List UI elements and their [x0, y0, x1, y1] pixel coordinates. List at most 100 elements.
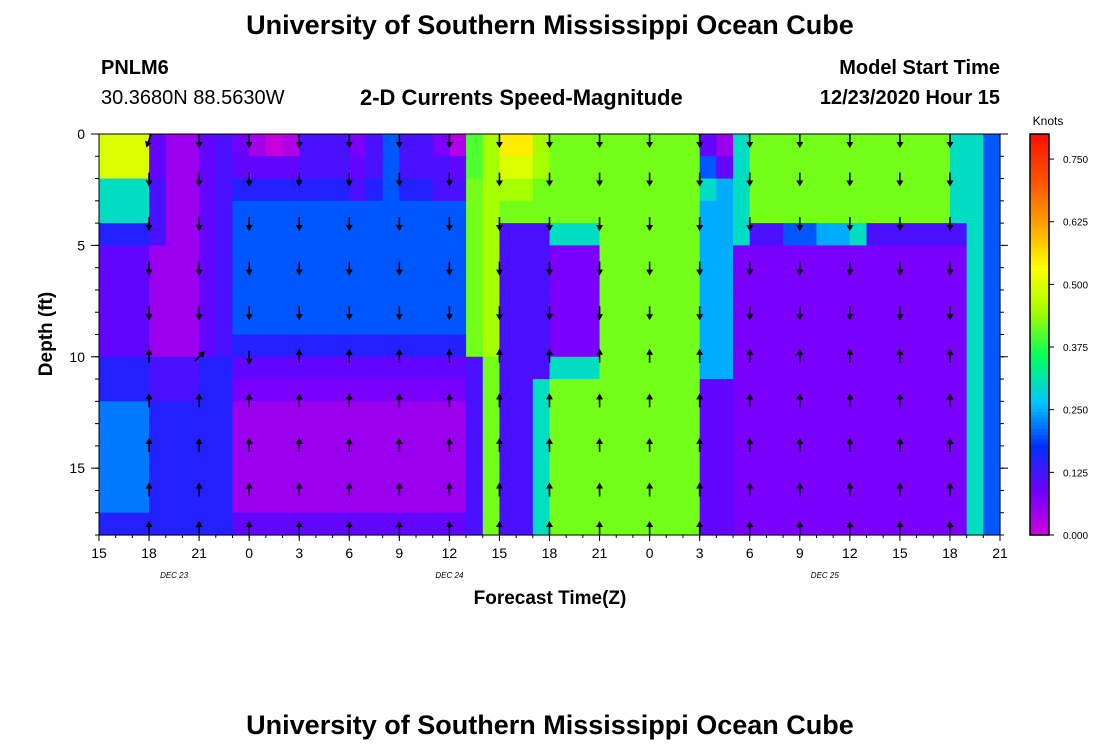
colorbar-segment — [1030, 334, 1049, 339]
x-tick-label: 21 — [592, 545, 608, 561]
heatmap-cell — [265, 156, 284, 180]
current-arrow — [596, 306, 604, 321]
heatmap-cell — [165, 445, 184, 469]
heatmap-cell — [516, 445, 534, 469]
colorbar-segment — [1030, 331, 1049, 336]
heatmap-cell — [416, 200, 434, 224]
current-arrow — [245, 217, 253, 232]
current-arrow — [395, 134, 403, 148]
heatmap-cell — [649, 445, 667, 469]
colorbar-segment — [1030, 314, 1049, 319]
current-arrow — [946, 306, 954, 321]
heatmap-cell — [733, 401, 751, 425]
heatmap-cell — [365, 423, 384, 447]
heatmap-cell — [432, 134, 450, 157]
current-arrow — [546, 217, 553, 232]
heatmap-cell — [365, 512, 384, 536]
heatmap-cell — [933, 490, 951, 514]
heatmap-cell — [716, 134, 734, 157]
current-arrow — [696, 261, 704, 276]
heatmap-cell — [783, 223, 801, 246]
heatmap-cell — [799, 356, 818, 380]
heatmap-cell — [699, 312, 717, 336]
heatmap-cell — [382, 223, 400, 246]
heatmap-cell — [282, 379, 300, 402]
heatmap-cell — [99, 490, 117, 514]
heatmap-cell — [616, 490, 634, 514]
heatmap-cell — [215, 178, 234, 202]
current-arrow — [646, 134, 654, 148]
heatmap-cell — [766, 312, 784, 336]
heatmap-cell — [149, 445, 167, 469]
heatmap-cell — [949, 156, 968, 180]
current-arrow — [395, 393, 403, 408]
current-arrow — [646, 521, 654, 535]
heatmap-cell — [499, 156, 517, 180]
heatmap-cell — [966, 356, 984, 380]
heatmap-cell — [115, 200, 133, 224]
heatmap-cell — [299, 445, 317, 469]
heatmap-cell — [382, 178, 400, 202]
heatmap-cell — [416, 468, 434, 492]
colorbar-segment — [1030, 508, 1049, 513]
current-arrow — [596, 393, 604, 408]
heatmap-cell — [99, 178, 117, 202]
heatmap-cell — [299, 423, 317, 447]
colorbar-segment — [1030, 227, 1049, 232]
y-axis-label: Depth (ft) — [36, 292, 57, 376]
heatmap-cell — [599, 289, 617, 313]
heatmap-cell — [499, 200, 517, 224]
heatmap-cell — [232, 379, 250, 402]
heatmap-cell — [566, 468, 584, 492]
colorbar-segment — [1030, 521, 1049, 526]
current-arrow — [896, 306, 904, 321]
current-arrow — [445, 261, 453, 276]
heatmap-cell — [749, 401, 768, 425]
current-arrow — [946, 521, 954, 535]
heatmap-cell — [699, 334, 717, 358]
heatmap-cell — [733, 178, 751, 202]
heatmap-cell — [399, 223, 417, 246]
heatmap-cell — [282, 200, 300, 224]
current-arrow — [245, 521, 253, 535]
heatmap-cell — [682, 468, 701, 492]
heatmap-cell — [799, 312, 818, 336]
colorbar-segment — [1030, 364, 1049, 369]
heatmap-cell — [132, 334, 150, 358]
heatmap-cell — [866, 356, 884, 380]
axes: 15 18 21 0 3 6 9 12 15 18 21 0 3 6 9 12 15 18 21 DEC 23 DEC … — [69, 126, 1008, 580]
current-arrow — [846, 348, 854, 363]
heatmap-cell — [432, 312, 450, 336]
current-arrow — [395, 306, 403, 321]
heatmap-cell — [716, 423, 734, 447]
heatmap-cell — [649, 178, 667, 202]
colorbar-tick-label: 0.125 — [1063, 468, 1088, 479]
colorbar-segment — [1030, 454, 1049, 459]
heatmap-cell — [365, 200, 384, 224]
heatmap-cell — [716, 490, 734, 514]
date-label: DEC 25 — [811, 571, 840, 580]
heatmap-cell — [582, 312, 601, 336]
heatmap-cell — [949, 267, 968, 291]
heatmap-cell — [382, 267, 400, 291]
heatmap-cell — [933, 379, 951, 402]
heatmap-cell — [682, 267, 701, 291]
heatmap-cell — [349, 200, 367, 224]
heatmap-cell — [115, 468, 133, 492]
heatmap-cell — [499, 178, 517, 202]
heatmap-cell — [215, 334, 234, 358]
colorbar-segment — [1030, 431, 1049, 436]
heatmap-cell — [766, 468, 784, 492]
heatmap-cell — [749, 490, 768, 514]
heatmap-cell — [449, 312, 467, 336]
heatmap-cell — [199, 423, 217, 447]
heatmap-cell — [516, 245, 534, 269]
current-arrow — [345, 348, 353, 363]
heatmap-cell — [816, 379, 834, 402]
current-arrow — [596, 437, 604, 452]
colorbar-segment — [1030, 448, 1049, 453]
colorbar-segment — [1030, 301, 1049, 306]
heatmap-chart: 15 18 21 0 3 6 9 12 15 18 21 0 3 6 9 12 15 18 21 DEC 23 DEC … — [36, 114, 1088, 609]
heatmap-cell — [432, 512, 450, 536]
heatmap-cell — [232, 512, 250, 536]
